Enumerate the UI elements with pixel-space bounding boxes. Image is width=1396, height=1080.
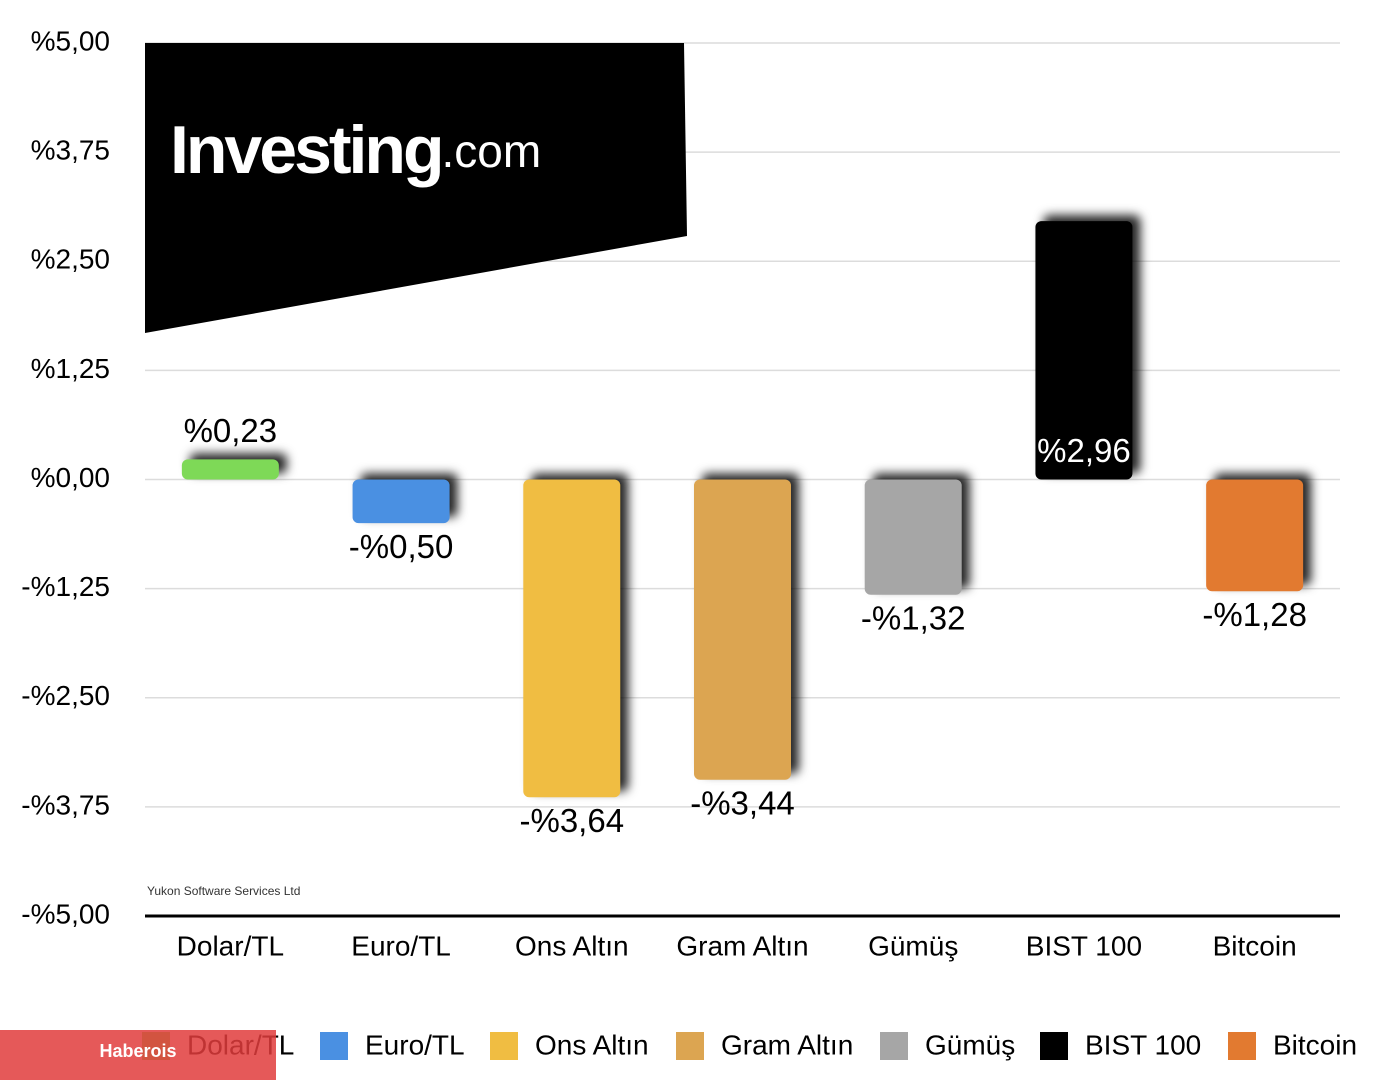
x-tick-label: BIST 100 <box>1026 930 1142 961</box>
x-tick-label: Bitcoin <box>1213 930 1297 961</box>
x-tick-label: Gram Altın <box>676 930 808 961</box>
y-tick-label: -%5,00 <box>21 898 110 929</box>
watermark: Haberois <box>99 1041 176 1061</box>
legend-swatch <box>320 1032 348 1060</box>
x-tick-label: Ons Altın <box>515 930 629 961</box>
credit: Yukon Software Services Ltd <box>147 884 300 898</box>
value-label: -%3,44 <box>690 785 795 822</box>
value-label: -%1,32 <box>861 599 966 636</box>
legend-label: Gümüş <box>925 1029 1015 1060</box>
value-label: -%3,64 <box>520 802 625 839</box>
bar <box>1206 479 1304 592</box>
logo-text: Investing.com <box>170 112 541 188</box>
legend-label: BIST 100 <box>1085 1029 1201 1060</box>
legend-label: Ons Altın <box>535 1029 649 1060</box>
value-label: %0,23 <box>184 412 278 449</box>
legend-swatch <box>1228 1032 1256 1060</box>
legend-swatch <box>676 1032 704 1060</box>
value-label: %2,96 <box>1037 432 1131 469</box>
legend-label: Gram Altın <box>721 1029 853 1060</box>
value-label: -%0,50 <box>349 528 454 565</box>
watermark-banner <box>0 1030 276 1080</box>
bar <box>694 479 791 780</box>
logo-box <box>145 43 687 333</box>
bar <box>523 479 621 798</box>
legend-swatch <box>490 1032 518 1060</box>
y-tick-label: %0,00 <box>31 462 110 493</box>
y-tick-label: %3,75 <box>31 135 110 166</box>
y-tick-label: -%1,25 <box>21 571 110 602</box>
y-tick-label: %1,25 <box>31 353 110 384</box>
y-tick-label: %2,50 <box>31 244 110 275</box>
value-label: -%1,28 <box>1202 596 1307 633</box>
bar <box>864 479 962 595</box>
legend-label: Bitcoin <box>1273 1029 1357 1060</box>
bar <box>181 459 279 480</box>
x-tick-label: Euro/TL <box>351 930 451 961</box>
legend-label: Euro/TL <box>365 1029 465 1060</box>
bar <box>352 479 450 524</box>
x-tick-label: Dolar/TL <box>177 930 284 961</box>
legend-swatch <box>880 1032 908 1060</box>
y-tick-label: -%2,50 <box>21 680 110 711</box>
legend-swatch <box>1040 1032 1068 1060</box>
y-tick-label: -%3,75 <box>21 789 110 820</box>
x-tick-label: Gümüş <box>868 930 958 961</box>
bar <box>1035 221 1133 480</box>
y-tick-label: %5,00 <box>31 25 110 56</box>
